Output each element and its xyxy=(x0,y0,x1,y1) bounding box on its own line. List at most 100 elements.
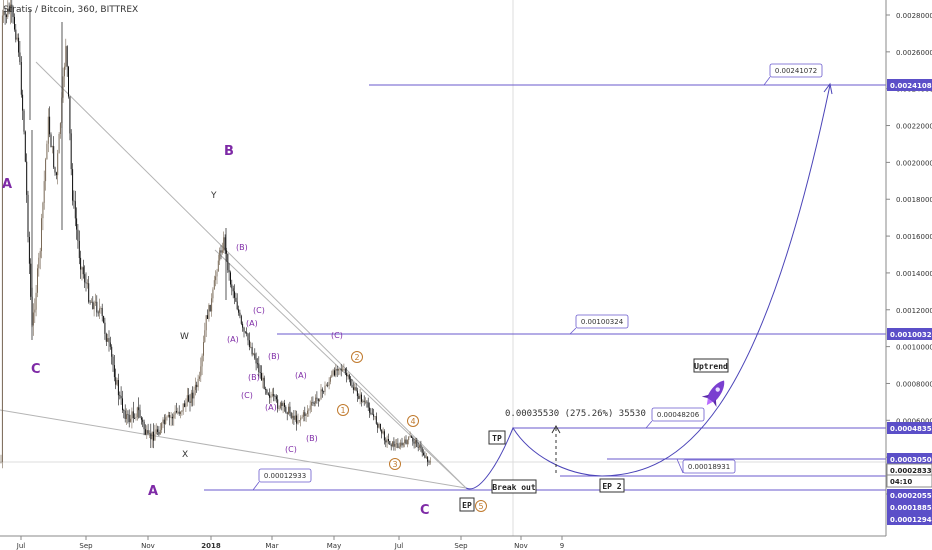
candle-body xyxy=(246,332,248,334)
candle-body xyxy=(221,250,223,253)
candle-body xyxy=(259,372,261,373)
price-level-label: 0.00018931 xyxy=(688,463,730,471)
candle-body xyxy=(7,8,9,17)
candle-body xyxy=(369,407,371,413)
candle-body xyxy=(3,11,5,16)
candle-body xyxy=(319,399,321,401)
candle-body xyxy=(336,368,338,371)
wave-label-C: C xyxy=(420,503,430,518)
candle-body xyxy=(423,452,425,456)
candle-body xyxy=(20,62,22,95)
candle-body xyxy=(219,250,221,261)
candle-body xyxy=(85,282,87,284)
candle-body xyxy=(212,289,214,299)
candle-body xyxy=(346,372,348,377)
candle-body xyxy=(128,414,130,422)
candle-body xyxy=(227,253,229,271)
candle-body xyxy=(34,309,36,313)
candle-body xyxy=(203,342,204,356)
price-badge-label: 0.00018856 xyxy=(890,504,932,512)
candle-body xyxy=(176,411,177,413)
candle-body xyxy=(111,346,113,357)
candle-body xyxy=(297,420,299,424)
price-badge xyxy=(887,513,932,525)
candle-body xyxy=(363,400,365,403)
time-tick-label: Jul xyxy=(394,542,404,550)
candle-body xyxy=(305,414,307,416)
candle-body xyxy=(266,389,268,394)
tp-box: TP xyxy=(488,430,506,445)
time-axis[interactable]: Jul Sep Nov 2018 Mar May Jul Sep Nov 9 xyxy=(16,536,564,550)
candle-body xyxy=(57,153,59,176)
candle-body xyxy=(429,461,431,463)
candle-body xyxy=(370,412,372,414)
candle-body xyxy=(285,406,287,413)
candle-body xyxy=(159,429,161,435)
svg-text:Uptrend: Uptrend xyxy=(694,362,728,371)
candle-body xyxy=(24,131,26,162)
trendline-upper xyxy=(35,61,467,489)
candle-body xyxy=(348,374,350,380)
candle-body xyxy=(132,411,134,418)
price-badge-label: 0.00100324 xyxy=(890,331,932,339)
candle-body xyxy=(45,159,47,182)
candle-body xyxy=(358,396,360,399)
candle-body xyxy=(401,442,403,446)
projection-arrowhead xyxy=(823,82,833,95)
candle-body xyxy=(73,200,75,202)
candle-body xyxy=(82,267,84,275)
candle-body xyxy=(138,407,140,411)
candle-body xyxy=(275,396,277,400)
candle-body xyxy=(161,423,163,430)
candle-body xyxy=(189,401,191,403)
candle-body xyxy=(406,440,408,445)
candle-body xyxy=(151,431,153,440)
price-badge-label: 0.00012949 xyxy=(890,516,932,524)
candle-body xyxy=(19,52,21,62)
candle-body xyxy=(58,134,60,154)
candle-body xyxy=(243,327,245,332)
candle-body xyxy=(66,46,68,67)
candle-body xyxy=(294,415,296,420)
candle-body xyxy=(113,365,115,378)
count-1: 1 xyxy=(337,404,349,416)
wave-count-circles: 1 2 3 4 5 xyxy=(337,351,487,512)
svg-text:EP: EP xyxy=(462,501,472,510)
candle-body xyxy=(90,301,92,303)
candle-body xyxy=(197,378,199,388)
candle-body xyxy=(115,377,117,385)
candle-body xyxy=(211,298,213,312)
candle-body xyxy=(69,96,71,134)
candle-body xyxy=(377,423,379,428)
trendlines xyxy=(0,61,467,489)
candle-body xyxy=(135,417,137,418)
price-level-leader xyxy=(569,327,577,335)
candle-body xyxy=(41,218,42,252)
candle-body xyxy=(8,8,10,13)
candle-body xyxy=(238,309,240,313)
candle-body xyxy=(307,410,308,414)
candle-body xyxy=(425,456,427,458)
candle-body xyxy=(371,413,373,415)
candle-body xyxy=(313,403,315,404)
candle-body xyxy=(339,368,341,370)
candle-body xyxy=(393,441,395,447)
candle-body xyxy=(236,301,238,310)
candle-body xyxy=(379,423,381,430)
candle-body xyxy=(381,429,383,434)
price-level-leader xyxy=(676,458,684,474)
candle-body xyxy=(43,181,45,203)
candle-body xyxy=(134,418,136,419)
time-tick-label: Nov xyxy=(514,542,528,550)
candle-body xyxy=(362,400,364,402)
candle-body xyxy=(32,312,34,326)
candle-body xyxy=(184,403,186,407)
candle-body xyxy=(342,369,344,371)
candle-body xyxy=(351,384,353,388)
candle-body xyxy=(216,271,218,277)
